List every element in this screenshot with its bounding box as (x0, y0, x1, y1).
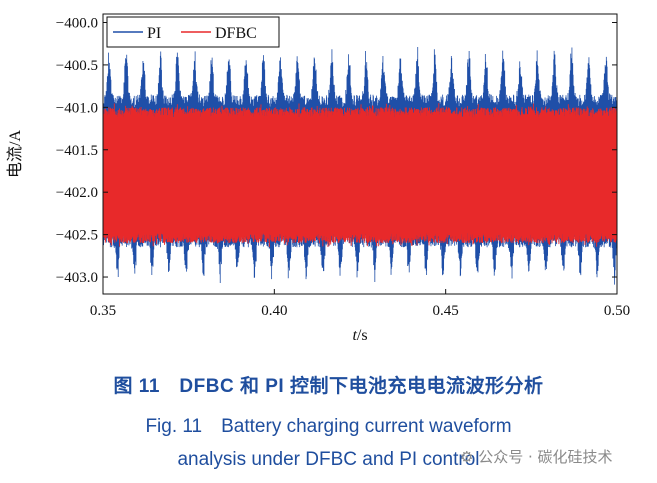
y-tick-label: −401.0 (56, 100, 98, 116)
series-dfbc-line (102, 103, 618, 248)
series-layer (102, 46, 618, 285)
y-axis-label: 电流/A (6, 130, 24, 178)
x-tick-label: 0.35 (90, 303, 116, 319)
chart: −400.0 −400.5 −401.0 −401.5 −402.0 −402.5 −403… (6, 13, 630, 344)
tick-layer: −400.0 −400.5 −401.0 −401.5 −402.0 −402.5 −403… (56, 15, 630, 319)
legend: PI DFBC (106, 16, 280, 48)
x-tick-label: 0.50 (604, 303, 630, 319)
x-axis-label: t/s (352, 327, 367, 344)
x-tick-label: 0.40 (261, 303, 287, 319)
legend-label-pi: PI (147, 25, 161, 42)
x-tick-label: 0.45 (433, 303, 459, 319)
y-tick-label: −400.5 (56, 58, 98, 74)
x-axis-label-unit: /s (357, 327, 368, 344)
x-axis-label-var: t (352, 327, 357, 344)
y-tick-label: −402.5 (56, 228, 98, 244)
figure-caption-en-line1: Fig. 11 Battery charging current wavefor… (145, 416, 512, 437)
plot-frame (102, 13, 618, 295)
watermark: ⚙ 公众号 · 碳化硅技术 (460, 448, 613, 466)
y-tick-label: −402.0 (56, 185, 98, 201)
y-tick-label: −403.0 (56, 270, 98, 286)
figure-caption-cn: 图 11 DFBC 和 PI 控制下电池充电电流波形分析 (113, 376, 544, 397)
y-tick-label: −400.0 (56, 15, 98, 31)
legend-label-dfbc: DFBC (215, 25, 257, 42)
figure-caption-en-line2: analysis under DFBC and PI control (177, 449, 480, 470)
y-tick-label: −401.5 (56, 143, 98, 159)
